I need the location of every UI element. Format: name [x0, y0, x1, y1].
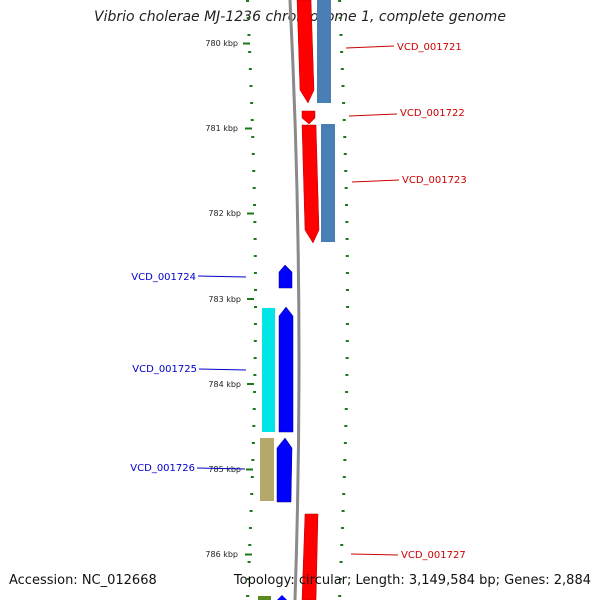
- gene-arrow-vcd-001725[interactable]: [278, 306, 294, 433]
- kbp-label: 780 kbp: [205, 39, 238, 48]
- gene-label-vcd-001725[interactable]: VCD_001725: [132, 364, 247, 375]
- kbp-label: 781 kbp: [205, 124, 238, 133]
- svg-text:VCD_001726: VCD_001726: [130, 463, 195, 474]
- gene-arrow-vcd-001723[interactable]: [301, 124, 320, 244]
- cog-box: [260, 438, 274, 501]
- genome-summary-text: Topology: circular; Length: 3,149,584 bp…: [233, 573, 591, 588]
- gene-labels: VCD_001721 VCD_001722 VCD_001723 VCD_001…: [130, 42, 466, 561]
- kbp-tick-781: 781 kbp: [205, 124, 252, 133]
- gene-label-vcd-001727[interactable]: VCD_001727: [350, 550, 466, 561]
- gene-label-vcd-001726[interactable]: VCD_001726: [130, 463, 246, 474]
- kbp-label: 786 kbp: [205, 550, 238, 559]
- gene-label-vcd-001723[interactable]: VCD_001723: [351, 175, 467, 186]
- kbp-tick-780: 780 kbp: [205, 39, 250, 48]
- gene-arrow-vcd-001724[interactable]: [278, 264, 293, 289]
- kbp-tick-785: 785 kbp: [208, 465, 253, 474]
- accession-text: Accession: NC_012668: [9, 573, 157, 588]
- svg-text:VCD_001727: VCD_001727: [401, 550, 466, 561]
- cog-box: [258, 596, 271, 600]
- svg-text:VCD_001723: VCD_001723: [402, 175, 467, 186]
- kbp-tick-783: 783 kbp: [208, 295, 254, 304]
- kbp-label: 782 kbp: [208, 209, 241, 218]
- kbp-ruler: 780 kbp 781 kbp 782 kbp 783 kbp 784 kbp …: [205, 39, 254, 559]
- chromosome-backbone: [288, 0, 301, 600]
- svg-text:VCD_001722: VCD_001722: [400, 108, 465, 119]
- kbp-label: 785 kbp: [208, 465, 241, 474]
- gene-arrow-vcd-001726[interactable]: [276, 437, 293, 503]
- gene-arrow-vcd-001721[interactable]: [296, 0, 315, 104]
- kbp-tick-782: 782 kbp: [208, 209, 254, 218]
- cog-track-forward: [317, 0, 335, 242]
- cog-box: [262, 308, 275, 432]
- svg-text:VCD_001721: VCD_001721: [397, 42, 462, 53]
- cog-box: [321, 124, 335, 242]
- inner-tick-column: [246, 0, 257, 597]
- kbp-tick-786: 786 kbp: [205, 550, 252, 559]
- kbp-tick-784: 784 kbp: [208, 380, 254, 389]
- gene-arrow-partial[interactable]: [277, 595, 287, 600]
- svg-text:VCD_001725: VCD_001725: [132, 364, 197, 375]
- kbp-label: 783 kbp: [208, 295, 241, 304]
- gene-arrows: [276, 0, 320, 600]
- outer-tick-column: [338, 0, 349, 597]
- gene-label-vcd-001724[interactable]: VCD_001724: [131, 272, 247, 283]
- cog-box: [317, 0, 331, 103]
- gene-arrow-vcd-001727[interactable]: [301, 513, 319, 600]
- gene-label-vcd-001722[interactable]: VCD_001722: [348, 108, 465, 119]
- svg-text:VCD_001724: VCD_001724: [131, 272, 196, 283]
- gene-arrow-vcd-001722[interactable]: [301, 110, 316, 125]
- cog-track-reverse: [258, 308, 275, 600]
- gene-label-vcd-001721[interactable]: VCD_001721: [345, 42, 462, 53]
- kbp-label: 784 kbp: [208, 380, 241, 389]
